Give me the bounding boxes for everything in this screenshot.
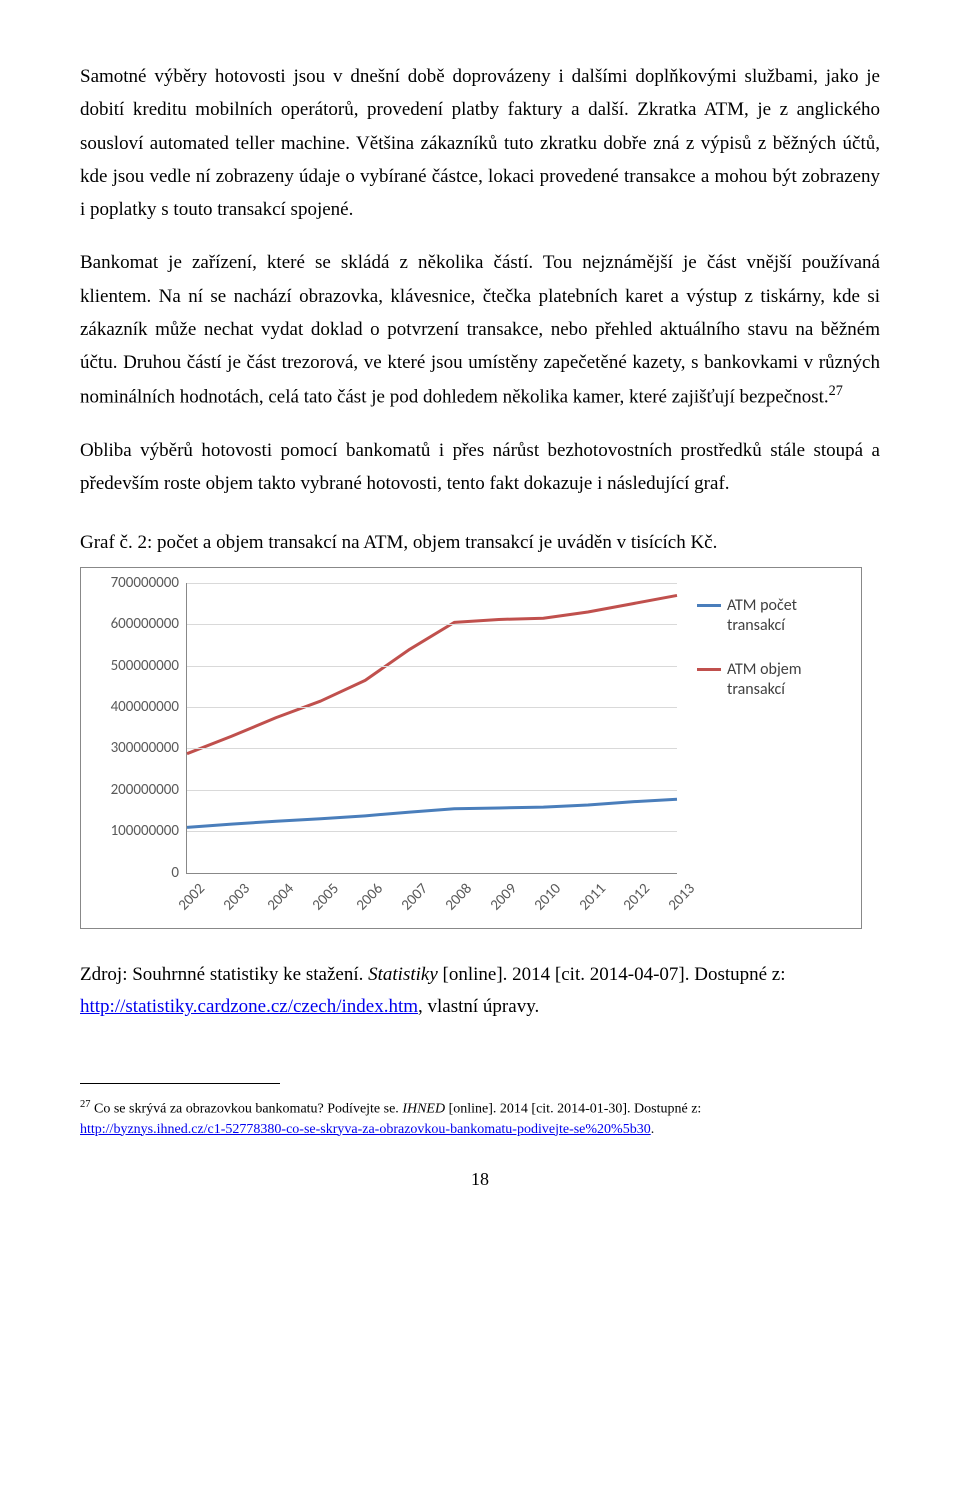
chart-svg: [187, 583, 677, 873]
ytick-label: 500000000: [89, 657, 179, 675]
page-number: 18: [80, 1169, 880, 1190]
gridline: [187, 666, 677, 667]
xtick-label: 2004: [257, 880, 298, 921]
xtick-label: 2012: [614, 880, 655, 921]
source-mid: [online]. 2014 [cit. 2014-04-07]. Dostup…: [438, 964, 786, 985]
paragraph-2-text: Bankomat je zařízení, které se skládá z …: [80, 252, 880, 407]
gridline: [187, 748, 677, 749]
chart-source: Zdroj: Souhrnné statistiky ke stažení. S…: [80, 959, 880, 1024]
paragraph-2: Bankomat je zařízení, které se skládá z …: [80, 246, 880, 414]
legend-swatch-pocet: [697, 604, 721, 607]
footnote-link[interactable]: http://byznys.ihned.cz/c1-52778380-co-se…: [80, 1122, 651, 1137]
source-prefix: Zdroj: Souhrnné statistiky ke stažení.: [80, 964, 368, 985]
atm-transactions-chart: ATM počet transakcí ATM objem transakcí …: [80, 567, 862, 929]
xtick-label: 2008: [435, 880, 476, 921]
chart-caption: Graf č. 2: počet a objem transakcí na AT…: [80, 528, 880, 558]
ytick-label: 100000000: [89, 822, 179, 840]
xtick-label: 2010: [525, 880, 566, 921]
source-suffix: , vlastní úpravy.: [418, 996, 539, 1017]
ytick-label: 600000000: [89, 615, 179, 633]
xtick-label: 2011: [569, 880, 610, 921]
ytick-label: 200000000: [89, 781, 179, 799]
footnote-text-a: Co se skrývá za obrazovkou bankomatu? Po…: [91, 1102, 403, 1117]
chart-legend: ATM počet transakcí ATM objem transakcí: [697, 596, 847, 724]
gridline: [187, 583, 677, 584]
source-link[interactable]: http://statistiky.cardzone.cz/czech/inde…: [80, 996, 418, 1017]
series-line-0: [187, 799, 677, 827]
footnote-italic: IHNED: [402, 1102, 445, 1117]
ytick-label: 400000000: [89, 698, 179, 716]
xtick-label: 2006: [346, 880, 387, 921]
source-italic: Statistiky: [368, 964, 438, 985]
paragraph-3: Obliba výběrů hotovosti pomocí bankomatů…: [80, 434, 880, 501]
plot-area: [186, 583, 677, 874]
ytick-label: 0: [89, 864, 179, 882]
legend-item-objem: ATM objem transakcí: [697, 660, 847, 700]
footnote-27: 27 Co se skrývá za obrazovkou bankomatu?…: [80, 1098, 880, 1139]
footnote-rule: [80, 1083, 280, 1084]
gridline: [187, 831, 677, 832]
footnote-num: 27: [80, 1099, 91, 1110]
xtick-label: 2002: [168, 880, 209, 921]
xtick-label: 2007: [391, 880, 432, 921]
gridline: [187, 707, 677, 708]
gridline: [187, 624, 677, 625]
footnote-text-b: [online]. 2014 [cit. 2014-01-30]. Dostup…: [445, 1102, 701, 1117]
footnote-ref-27: 27: [829, 383, 843, 399]
xtick-label: 2009: [480, 880, 521, 921]
legend-label-objem: ATM objem transakcí: [727, 660, 847, 700]
paragraph-1: Samotné výběry hotovosti jsou v dnešní d…: [80, 60, 880, 226]
xtick-label: 2013: [658, 880, 699, 921]
gridline: [187, 790, 677, 791]
legend-label-pocet: ATM počet transakcí: [727, 596, 847, 636]
legend-item-pocet: ATM počet transakcí: [697, 596, 847, 636]
ytick-label: 700000000: [89, 574, 179, 592]
xtick-label: 2003: [213, 880, 254, 921]
series-line-1: [187, 595, 677, 753]
ytick-label: 300000000: [89, 739, 179, 757]
legend-swatch-objem: [697, 668, 721, 671]
xtick-label: 2005: [302, 880, 343, 921]
